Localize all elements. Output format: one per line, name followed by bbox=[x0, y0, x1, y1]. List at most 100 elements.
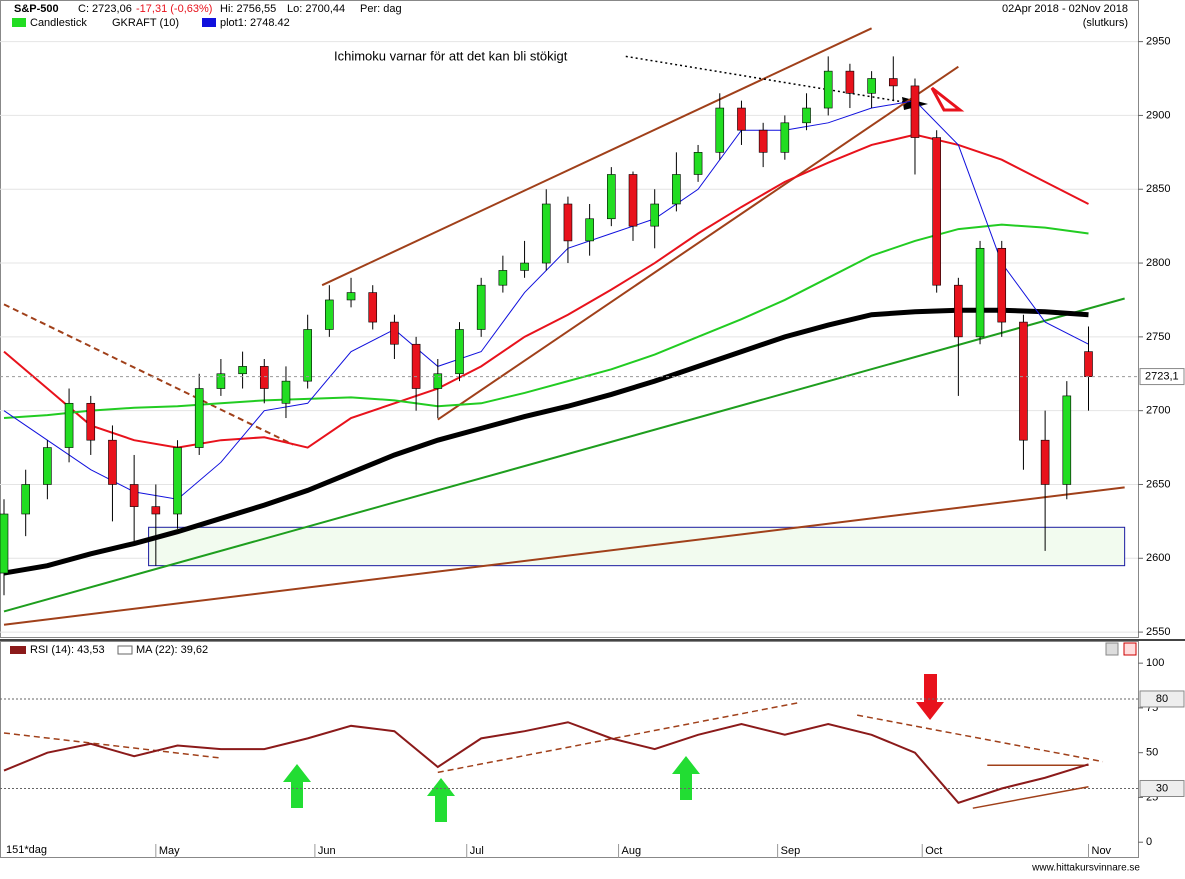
candle-body bbox=[325, 299, 334, 330]
trendline bbox=[321, 27, 873, 287]
y-tick-label: 0 bbox=[1146, 836, 1152, 848]
moving-average bbox=[3, 133, 1089, 449]
trendline bbox=[3, 303, 294, 446]
y-tick-label: 100 bbox=[1146, 657, 1164, 669]
rsi-line bbox=[3, 721, 1089, 804]
candle-body bbox=[498, 270, 508, 286]
candle-body bbox=[672, 174, 681, 205]
rsi-frame bbox=[0, 641, 1139, 858]
candle-body bbox=[563, 203, 573, 242]
candle-body bbox=[1019, 321, 1028, 441]
y-tick-label: 2900 bbox=[1146, 109, 1170, 121]
candle-body bbox=[1040, 439, 1050, 485]
candle-body bbox=[650, 203, 660, 227]
period-label: 151*dag bbox=[6, 844, 47, 856]
trendline bbox=[3, 732, 221, 759]
info: Hi: 2756,55 bbox=[220, 3, 276, 15]
moving-average bbox=[3, 307, 1089, 576]
y-tick-label: 2550 bbox=[1146, 626, 1170, 638]
trendline bbox=[3, 297, 1125, 613]
candle-body bbox=[737, 107, 746, 131]
x-tick-label: Oct bbox=[925, 845, 942, 857]
candle-body bbox=[64, 402, 74, 448]
candle-body bbox=[997, 247, 1007, 323]
candle-body bbox=[541, 203, 551, 264]
candle-body bbox=[281, 380, 291, 404]
moving-average bbox=[3, 223, 1089, 420]
level-box bbox=[1139, 779, 1185, 797]
y-tick-label: 2800 bbox=[1146, 257, 1170, 269]
y-tick-label: 2750 bbox=[1146, 331, 1170, 343]
y-tick-label: 50 bbox=[1146, 747, 1158, 759]
chart-title: S&P-500 bbox=[14, 3, 59, 15]
trendline bbox=[625, 55, 923, 106]
candle-body bbox=[216, 373, 226, 389]
legend-label: MA (22): 39,62 bbox=[136, 644, 208, 656]
y-tick-label: 2600 bbox=[1146, 552, 1170, 564]
info: Per: dag bbox=[360, 3, 402, 15]
candle-body bbox=[845, 70, 855, 94]
candle-body bbox=[802, 107, 811, 124]
x-tick-label: Nov bbox=[1092, 845, 1112, 857]
candle-body bbox=[715, 107, 725, 153]
candle-body bbox=[823, 70, 833, 109]
close-button[interactable] bbox=[1123, 642, 1137, 656]
candle-body bbox=[1062, 395, 1072, 485]
legend-label: RSI (14): 43,53 bbox=[30, 644, 105, 656]
candle-body bbox=[129, 484, 139, 507]
trendline bbox=[857, 714, 1104, 763]
candle-body bbox=[975, 247, 985, 338]
trendline bbox=[437, 701, 800, 774]
legend-label: plot1: 2748.42 bbox=[220, 17, 290, 29]
annotation: Ichimoku varnar för att det kan bli stök… bbox=[334, 48, 568, 63]
candle-body bbox=[607, 174, 616, 220]
trendline bbox=[437, 65, 959, 421]
candle-body bbox=[954, 284, 963, 338]
sell-arrow bbox=[916, 674, 944, 720]
tool-button[interactable] bbox=[1105, 642, 1119, 656]
price-frame bbox=[0, 0, 1139, 638]
candle-body bbox=[780, 122, 790, 153]
candle-body bbox=[259, 366, 269, 389]
x-tick-label: Jun bbox=[318, 845, 336, 857]
x-tick-label: May bbox=[159, 845, 180, 857]
candle-body bbox=[368, 292, 378, 323]
candle-body bbox=[867, 78, 876, 94]
legend-swatch bbox=[10, 646, 26, 654]
candle-body bbox=[108, 439, 117, 485]
level-label: 80 bbox=[1156, 693, 1168, 705]
candle-body bbox=[628, 174, 638, 227]
candle-body bbox=[303, 329, 312, 382]
candle-body bbox=[151, 506, 161, 515]
candle-body bbox=[433, 373, 443, 389]
level-box bbox=[1139, 690, 1185, 708]
candle-body bbox=[932, 137, 941, 286]
basis: (slutkurs) bbox=[1083, 17, 1128, 29]
y-tick-label: 2850 bbox=[1146, 183, 1170, 195]
footer: www.hittakursvinnare.se bbox=[1031, 863, 1140, 874]
candle-body bbox=[21, 484, 30, 515]
legend-swatch bbox=[117, 645, 133, 655]
candle-body bbox=[520, 262, 529, 271]
x-tick-label: Aug bbox=[622, 845, 642, 857]
candle-body bbox=[43, 447, 52, 485]
y-tick-label: 2950 bbox=[1146, 36, 1170, 48]
candle-body bbox=[0, 513, 9, 574]
candle-body bbox=[455, 329, 464, 375]
candle-body bbox=[238, 366, 247, 375]
legend-swatch bbox=[12, 18, 26, 27]
y-tick-label: 2700 bbox=[1146, 405, 1170, 417]
y-tick-label: 2650 bbox=[1146, 478, 1170, 490]
x-tick-label: Sep bbox=[781, 845, 801, 857]
trendline bbox=[3, 486, 1125, 626]
last-price-label: 2723,1 bbox=[1145, 370, 1179, 382]
candle-body bbox=[693, 152, 703, 175]
buy-arrows bbox=[283, 756, 700, 822]
legend-label: Candlestick bbox=[30, 17, 87, 29]
info: C: 2723,06 bbox=[78, 3, 132, 15]
last-price-box bbox=[1139, 368, 1185, 386]
trendline bbox=[972, 785, 1089, 809]
candle-body bbox=[411, 343, 421, 389]
legend-swatch bbox=[202, 18, 216, 27]
